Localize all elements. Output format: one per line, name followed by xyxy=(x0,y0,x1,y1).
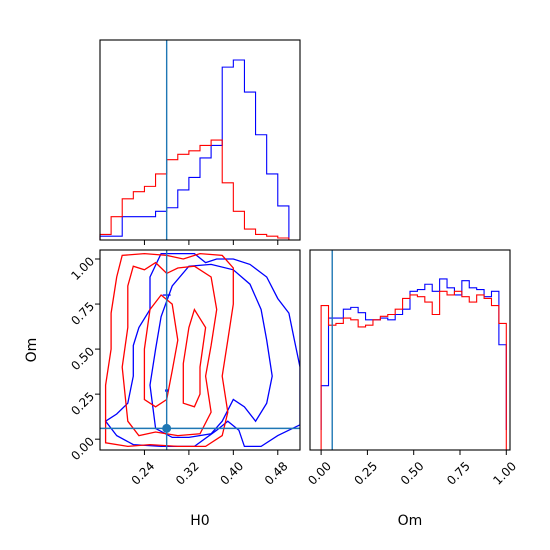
ylabel-om: Om xyxy=(24,338,40,363)
joint-xtick-label-2: 0.40 xyxy=(217,459,246,488)
xlabel-h0: H0 xyxy=(190,513,209,529)
joint-xtick-label-1: 0.32 xyxy=(173,459,202,488)
joint-ytick-label-3: 0.75 xyxy=(68,299,97,328)
joint-xtick-label-0: 0.24 xyxy=(129,459,158,488)
contour-series_red-3 xyxy=(121,261,218,437)
hist-h0-series-blue xyxy=(99,59,290,240)
hist-om-frame xyxy=(309,249,511,451)
hist-om-xtick-label-0: 0.00 xyxy=(305,459,334,488)
hist-h0-frame xyxy=(99,39,301,241)
contour-series_red-5 xyxy=(182,307,207,408)
xlabel-om: Om xyxy=(398,513,423,529)
hist-om-series-blue xyxy=(320,278,507,430)
joint-ytick-label-2: 0.50 xyxy=(68,344,97,373)
hist-om-panel: 0.00 0.25 0.50 0.75 1.00 xyxy=(305,249,519,488)
hist-h0-panel xyxy=(99,39,301,245)
joint-ytick-label-1: 0.25 xyxy=(68,389,97,418)
contour-group xyxy=(104,252,300,448)
truth-point xyxy=(162,423,172,433)
contour-series_blue-1 xyxy=(149,263,273,439)
contour-series_red-2 xyxy=(104,252,234,448)
joint-xtick-label-3: 0.48 xyxy=(262,459,291,488)
hist-om-series-red xyxy=(320,290,507,450)
contour-series_red-4 xyxy=(143,294,179,408)
joint-ytick-label-0: 0.00 xyxy=(68,434,97,463)
hist-om-xtick-label-2: 0.50 xyxy=(398,459,427,488)
hist-om-xtick-label-1: 0.25 xyxy=(352,459,381,488)
joint-ytick-label-4: 1.00 xyxy=(68,254,97,283)
hist-om-xtick-label-3: 0.75 xyxy=(444,459,473,488)
joint-contour-panel: 0.24 0.32 0.40 0.48 0.00 0.25 0.50 0.75 1.00 xyxy=(68,249,301,488)
hist-om-xtick-label-4: 1.00 xyxy=(490,459,519,488)
joint-frame xyxy=(99,249,301,451)
hist-h0-series-red xyxy=(99,139,290,240)
